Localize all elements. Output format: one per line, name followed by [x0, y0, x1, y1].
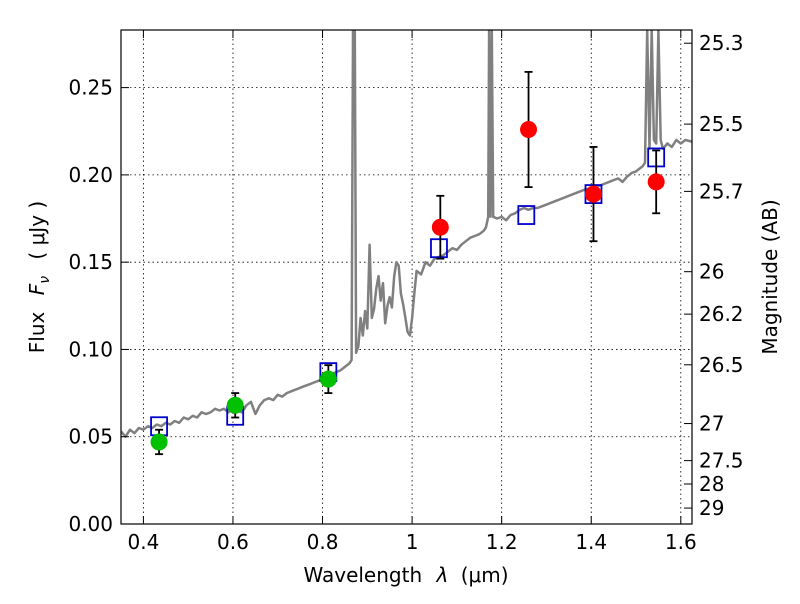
magnitude-tick-label: 26.5: [699, 353, 744, 377]
magnitude-tick-label: 25.5: [699, 112, 744, 136]
data-group: [121, 30, 692, 456]
model-photometry-square: [517, 205, 536, 225]
model-photometry-square: [430, 238, 448, 259]
x-tick-label: 0.4: [127, 530, 159, 554]
y-tick-label: 0.20: [68, 163, 113, 187]
magnitude-tick-label: 29: [699, 496, 724, 520]
data-point: [150, 433, 168, 451]
plot-frame: [120, 29, 693, 525]
x-axis-label: Wavelength λ (μm): [303, 563, 508, 587]
y-tick-label: 0.05: [68, 425, 113, 449]
data-point: [226, 396, 244, 414]
x-tick-label: 1.4: [575, 530, 607, 554]
data-point: [319, 370, 337, 388]
data-point: [647, 173, 665, 191]
y-tick-label: 0.15: [68, 250, 113, 274]
y-tick-label: 0.00: [68, 512, 113, 536]
y-tick-label: 0.10: [68, 337, 113, 361]
y2-axis-label: Magnitude (AB): [758, 199, 782, 354]
data-point: [584, 185, 602, 203]
y-tick-label: 0.25: [68, 76, 113, 100]
y-axis-label: Flux Fν ( μJy ): [25, 201, 54, 353]
magnitude-tick-label: 26.2: [699, 302, 744, 326]
x-tick-label: 1.2: [486, 530, 518, 554]
x-tick-label: 1.6: [665, 530, 697, 554]
magnitude-tick-label: 28: [699, 472, 724, 496]
magnitude-tick-label: 26: [699, 260, 724, 284]
magnitude-tick-label: 27: [699, 412, 724, 436]
magnitude-tick-label: 27.5: [699, 449, 744, 473]
data-point: [431, 218, 449, 236]
x-tick-label: 0.8: [307, 530, 339, 554]
plot-layer: 0.4 0.6 0.8 1 1.2 1.4 1.6 0.00 0.05 0.10 0.15 0.20 0…: [68, 29, 744, 554]
magnitude-tick-label: 25.3: [699, 31, 744, 55]
x-tick-label: 1: [406, 530, 419, 554]
x-tick-label: 0.6: [217, 530, 249, 554]
data-point: [520, 120, 538, 138]
magnitude-tick-label: 25.7: [699, 179, 744, 203]
